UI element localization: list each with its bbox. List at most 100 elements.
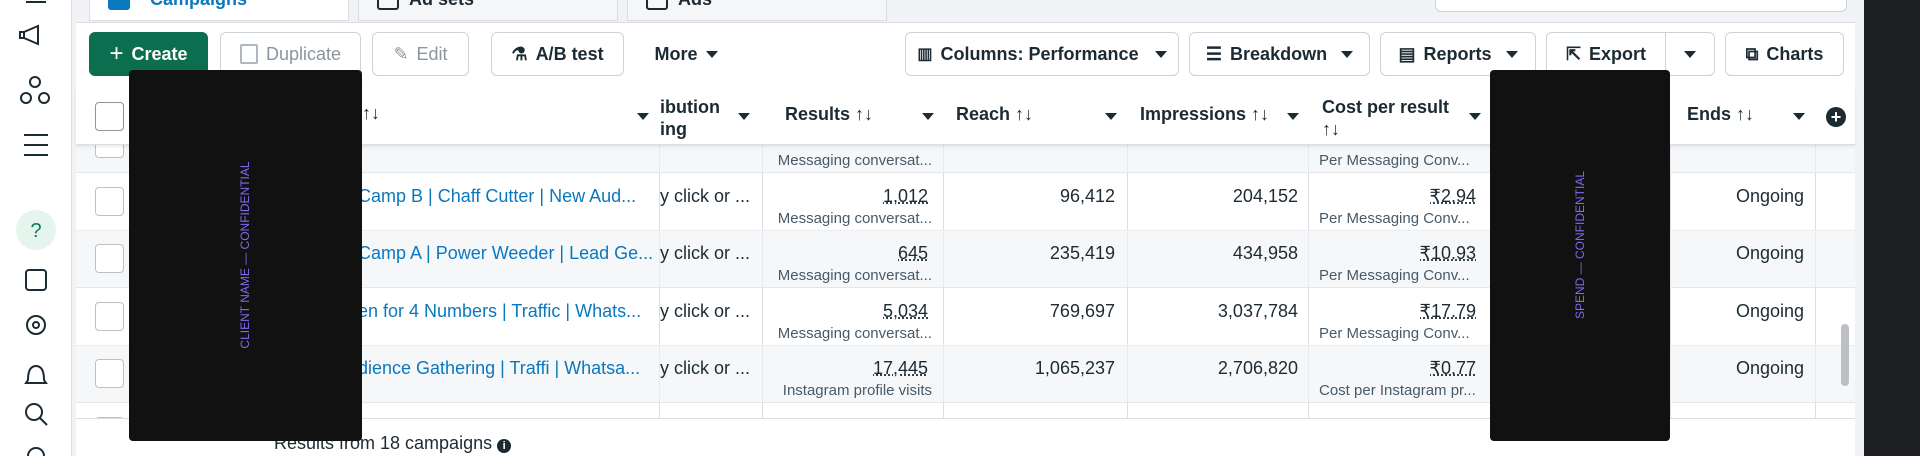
results-cell: 645 bbox=[897, 243, 928, 263]
tab-label: Ad sets bbox=[409, 0, 474, 10]
sort-icon[interactable]: ↑↓ bbox=[362, 103, 380, 123]
pages-icon[interactable] bbox=[25, 269, 47, 291]
ab-test-button[interactable]: ⚗ A/B test bbox=[491, 32, 624, 76]
audience-icon[interactable] bbox=[38, 92, 50, 104]
dark-edge bbox=[1864, 0, 1920, 456]
select-all-checkbox[interactable] bbox=[95, 102, 124, 131]
charts-button[interactable]: ⧉ Charts bbox=[1725, 32, 1844, 76]
attribution-cell: y click or ... bbox=[660, 185, 751, 206]
header-label: Ends bbox=[1687, 104, 1732, 124]
button-label: Reports bbox=[1423, 43, 1492, 64]
column-header: ibution ing bbox=[660, 96, 720, 140]
menu-icon[interactable] bbox=[24, 134, 48, 156]
redaction-label: SPEND — CONFIDENTIAL bbox=[1573, 170, 1587, 320]
sidebar: ? bbox=[0, 0, 72, 456]
scrollbar[interactable] bbox=[1841, 324, 1849, 386]
button-label: Columns: Performance bbox=[940, 43, 1139, 64]
search-box[interactable] bbox=[1435, 0, 1847, 12]
edit-button[interactable]: ✎ Edit bbox=[372, 32, 469, 76]
column-header: Cost per result ↑↓ bbox=[1322, 97, 1450, 139]
cost-cell: ₹2.94 bbox=[1429, 185, 1477, 206]
ends-cell: Ongoing bbox=[1735, 185, 1804, 206]
sidebar-icons: ? bbox=[16, 1, 56, 456]
column-menu[interactable] bbox=[922, 113, 934, 120]
reach-cell: 769,697 bbox=[1049, 300, 1115, 321]
button-label: Export bbox=[1589, 43, 1647, 64]
ends-cell: Ongoing bbox=[1735, 243, 1804, 263]
reach-cell: 235,419 bbox=[1049, 243, 1115, 263]
tab[interactable]: Ads bbox=[627, 0, 887, 21]
row-checkbox[interactable] bbox=[95, 244, 124, 273]
header-line: ibution bbox=[660, 97, 720, 117]
column-header: Ends ↑↓ bbox=[1687, 104, 1755, 124]
button-label: Breakdown bbox=[1230, 43, 1328, 64]
tab[interactable]: Ad sets bbox=[358, 0, 618, 21]
reach-cell: 96,412 bbox=[1059, 185, 1115, 206]
impressions-cell: 3,037,784 bbox=[1217, 300, 1298, 321]
export-menu-button[interactable] bbox=[1665, 32, 1715, 76]
campaign-name[interactable]: Camp B | Chaff Cutter | New Aud... bbox=[358, 185, 637, 206]
results-cell: 17,445 bbox=[872, 358, 928, 378]
ends-cell: Ongoing bbox=[1735, 358, 1804, 378]
results-type: Messaging conversat... bbox=[777, 152, 932, 169]
tab-label: Ads bbox=[678, 0, 712, 10]
tab-label: Campaigns bbox=[150, 0, 247, 10]
campaign-name[interactable]: dience Gathering | Traffi | Whatsa... bbox=[358, 358, 641, 378]
redaction-label: CLIENT NAME — CONFIDENTIAL bbox=[238, 161, 252, 349]
cost-type: Cost per Instagram pr... bbox=[1319, 382, 1476, 399]
attribution-cell: y click or ... bbox=[660, 300, 751, 321]
header-label: Cost per result bbox=[1322, 97, 1450, 117]
button-label: A/B test bbox=[535, 43, 604, 64]
header-label: Results bbox=[785, 104, 851, 124]
create-button[interactable]: + Create bbox=[89, 32, 208, 76]
attribution-cell: y click or ... bbox=[660, 243, 751, 263]
header-label: Reach bbox=[956, 104, 1011, 124]
settings-icon[interactable] bbox=[26, 315, 46, 335]
campaign-name[interactable]: en for 4 Numbers | Traffic | Whats... bbox=[358, 300, 642, 321]
button-label: Duplicate bbox=[265, 43, 342, 64]
column-menu[interactable] bbox=[1105, 113, 1117, 120]
redaction: CLIENT NAME — CONFIDENTIAL bbox=[129, 70, 362, 441]
impressions-cell: 2,706,820 bbox=[1217, 358, 1298, 378]
ads-icon[interactable] bbox=[19, 24, 39, 46]
cost-type: Per Messaging Conv... bbox=[1319, 324, 1470, 342]
more-button[interactable]: More bbox=[637, 32, 735, 76]
column-menu[interactable] bbox=[738, 113, 750, 120]
results-type: Instagram profile visits bbox=[782, 382, 932, 399]
row-checkbox[interactable] bbox=[95, 301, 124, 331]
duplicate-button[interactable]: Duplicate bbox=[220, 32, 361, 76]
campaign-name[interactable]: Camp A | Power Weeder | Lead Ge... bbox=[358, 243, 654, 263]
column-menu[interactable] bbox=[1469, 113, 1481, 120]
row-checkbox[interactable] bbox=[95, 186, 124, 216]
row-checkbox[interactable] bbox=[95, 359, 124, 388]
notifications-icon[interactable] bbox=[24, 364, 48, 384]
ends-cell: Ongoing bbox=[1735, 300, 1804, 321]
columns-button[interactable]: ▥ Columns: Performance bbox=[905, 32, 1179, 76]
header-line: ing bbox=[660, 119, 687, 139]
header-label: Impressions bbox=[1140, 104, 1247, 124]
cost-cell: ₹10.93 bbox=[1419, 243, 1477, 263]
help-icon[interactable]: ? bbox=[30, 220, 41, 242]
reports-button[interactable]: ▤ Reports bbox=[1380, 32, 1536, 76]
results-cell: 1,012 bbox=[882, 185, 928, 206]
cost-type: Per Messaging Conv... bbox=[1319, 267, 1470, 284]
breakdown-button[interactable]: ☰ Breakdown bbox=[1189, 32, 1370, 76]
table-row[interactable]: en for 4 Numbers | Traffic | Whats... y c… bbox=[76, 288, 1855, 346]
search-icon[interactable] bbox=[25, 403, 43, 421]
column-header: Reach ↑↓ bbox=[956, 104, 1034, 124]
column-header: Results ↑↓ bbox=[785, 104, 874, 124]
column-menu[interactable] bbox=[1793, 113, 1805, 120]
cost-type: Per Messaging Conv... bbox=[1319, 209, 1470, 227]
button-label: Charts bbox=[1766, 43, 1824, 64]
add-column-button[interactable]: + bbox=[1826, 107, 1846, 127]
cost-cell: ₹0.77 bbox=[1429, 358, 1477, 378]
tab[interactable]: Campaigns bbox=[89, 0, 349, 21]
results-type: Messaging conversat... bbox=[777, 267, 932, 284]
button-label: Create bbox=[131, 43, 188, 64]
impressions-cell: 204,152 bbox=[1232, 185, 1298, 206]
column-menu[interactable] bbox=[1287, 113, 1299, 120]
cost-type: Per Messaging Conv... bbox=[1319, 152, 1470, 169]
results-cell: 5,034 bbox=[882, 300, 928, 321]
column-menu[interactable] bbox=[637, 113, 649, 120]
results-type: Messaging conversat... bbox=[777, 324, 932, 342]
